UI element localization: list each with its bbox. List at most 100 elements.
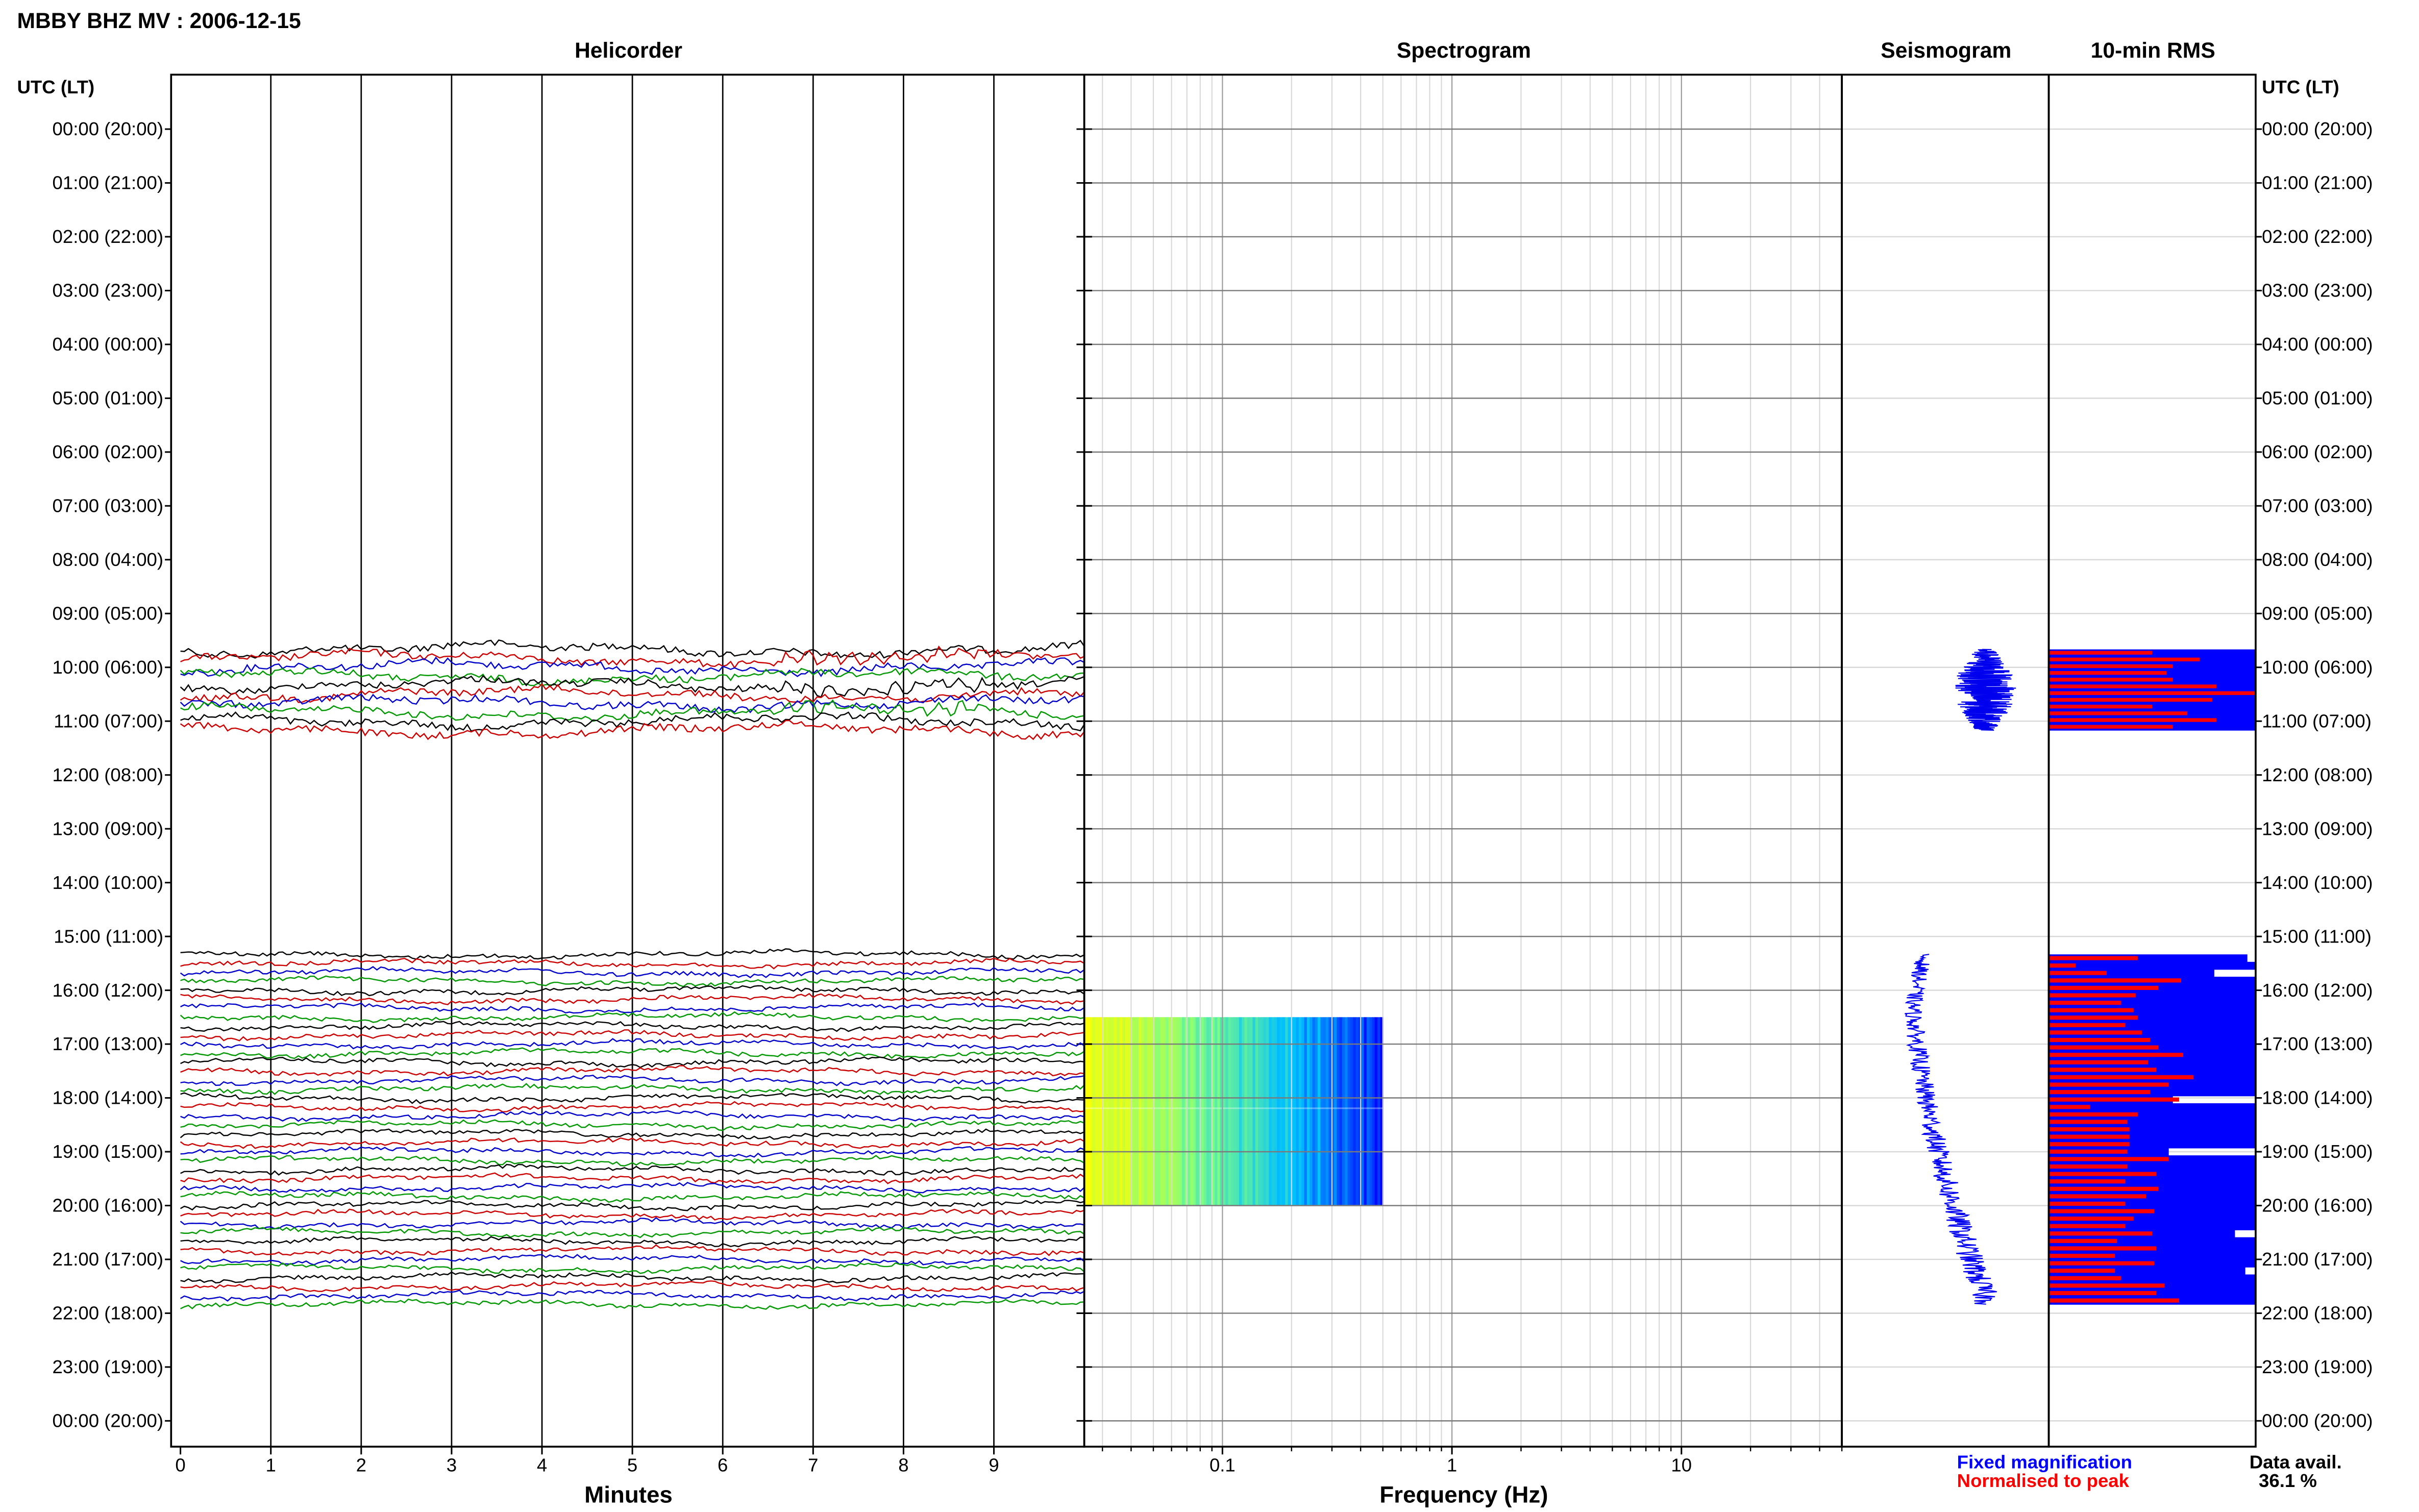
helicorder-trace — [180, 1280, 1084, 1292]
rms-normalised-bar — [2048, 985, 2159, 990]
rms-normalised-bar — [2048, 1269, 2115, 1273]
hour-label-left: 00:00 (20:00) — [53, 1410, 164, 1431]
spectrogram-cell — [1306, 1017, 1311, 1206]
helicorder-trace — [180, 1208, 1084, 1221]
hour-label-left: 05:00 (01:00) — [53, 388, 164, 409]
helicorder-panel — [180, 639, 1085, 1310]
spectrogram-cell — [1318, 1017, 1321, 1206]
spectrogram-cell — [1337, 1017, 1340, 1206]
spectrogram-cell — [1263, 1017, 1267, 1206]
rms-normalised-bar — [2048, 1090, 2151, 1095]
helicorder-x-tick-label: 2 — [356, 1455, 366, 1476]
hour-label-left: 22:00 (18:00) — [53, 1303, 164, 1324]
spectrogram-cell — [1347, 1017, 1351, 1206]
rms-fixed-bar — [2048, 1103, 2256, 1111]
spectrogram-cell — [1157, 1017, 1161, 1206]
spectrogram-cell — [1372, 1017, 1375, 1206]
rms-normalised-bar — [2048, 1000, 2121, 1005]
hour-label-right: 00:00 (20:00) — [2262, 118, 2373, 139]
rms-normalised-bar — [2048, 1224, 2126, 1228]
spectrogram-cell — [1220, 1017, 1224, 1206]
spectrogram-cell — [1353, 1017, 1356, 1206]
helicorder-x-tick-label: 1 — [266, 1455, 276, 1476]
spectrogram-cell — [1119, 1017, 1123, 1206]
spectrogram-cell — [1361, 1017, 1365, 1206]
hour-label-right: 10:00 (06:00) — [2262, 657, 2373, 678]
rms-normalised-bar — [2048, 1120, 2128, 1124]
rms-normalised-bar — [2048, 1276, 2121, 1280]
spectrogram-cell — [1345, 1017, 1348, 1206]
helicorder-x-tick-label: 6 — [718, 1455, 728, 1476]
spectrogram-cell — [1274, 1017, 1278, 1206]
rms-normalised-bar — [2048, 1015, 2138, 1020]
hour-label-right: 07:00 (03:00) — [2262, 495, 2373, 516]
rms-normalised-bar — [2048, 1023, 2126, 1027]
helicorder-trace — [180, 1235, 1084, 1248]
spectrogram-cell — [1193, 1017, 1196, 1206]
spectrogram-x-tick-label: 1 — [1447, 1455, 1457, 1476]
hour-label-left: 12:00 (08:00) — [53, 764, 164, 785]
helicorder-trace — [180, 1271, 1084, 1284]
legend-normalised-to-peak: Normalised to peak — [1957, 1470, 2130, 1491]
rms-normalised-bar — [2048, 664, 2173, 668]
helicorder-x-tick-label: 4 — [537, 1455, 547, 1476]
hour-labels: 00:00 (20:00) 00:00 (20:00) 01:00 (21:00) 0… — [53, 118, 2373, 1431]
spectrogram-cell — [1222, 1017, 1226, 1206]
helicorder-trace — [180, 675, 1085, 698]
spectrogram-cell — [1130, 1017, 1134, 1206]
spectrogram-cell — [1106, 1017, 1109, 1206]
rms-title: 10-min RMS — [2091, 38, 2215, 63]
helicorder-trace — [180, 1217, 1084, 1230]
spectrogram-cell — [1320, 1017, 1324, 1206]
spectrogram-cell — [1195, 1017, 1199, 1206]
spectrogram-cell — [1282, 1017, 1286, 1206]
spectrogram-cell — [1271, 1017, 1275, 1206]
rms-normalised-bar — [2048, 657, 2200, 662]
spectrogram-cell — [1103, 1017, 1107, 1206]
helicorder-x-tick-label: 5 — [627, 1455, 637, 1476]
hour-label-left: 02:00 (22:00) — [53, 226, 164, 247]
helicorder-x-tick-label: 3 — [447, 1455, 457, 1476]
spectrogram-cell — [1374, 1017, 1378, 1206]
rms-normalised-bar — [2048, 1291, 2157, 1296]
hour-label-right: 11:00 (07:00) — [2262, 710, 2372, 731]
seismogram-trace — [1955, 649, 2016, 731]
spectrogram-cell — [1108, 1017, 1113, 1206]
helicorder-trace — [180, 1172, 1085, 1184]
spectrogram-cell — [1149, 1017, 1153, 1206]
spectrogram-cell — [1315, 1017, 1319, 1206]
spectrogram-cell — [1174, 1017, 1177, 1206]
spectrogram-cell — [1236, 1017, 1240, 1206]
hour-label-right: 20:00 (16:00) — [2262, 1195, 2373, 1216]
spectrogram-cell — [1117, 1017, 1120, 1206]
spectrogram-cell — [1098, 1017, 1101, 1206]
helicorder-title: Helicorder — [575, 38, 682, 63]
rms-normalised-bar — [2048, 1060, 2149, 1064]
spectrogram-cell — [1138, 1017, 1142, 1206]
spectrogram-cell — [1290, 1017, 1294, 1206]
rms-normalised-bar — [2048, 1030, 2142, 1035]
helicorder-x-tick-label: 7 — [808, 1455, 818, 1476]
rms-normalised-bar — [2048, 678, 2173, 682]
hour-label-right: 19:00 (15:00) — [2262, 1141, 2373, 1162]
helicorder-trace — [180, 1110, 1084, 1122]
spectrogram-cell — [1214, 1017, 1218, 1206]
rms-normalised-bar — [2048, 1194, 2146, 1199]
spectrogram-cell — [1350, 1017, 1354, 1206]
helicorder-x-tick-label: 0 — [175, 1455, 185, 1476]
spectrogram-cell — [1087, 1017, 1091, 1206]
hour-label-right: 09:00 (05:00) — [2262, 603, 2373, 624]
spectrogram-cell — [1225, 1017, 1229, 1206]
hour-label-right: 23:00 (19:00) — [2262, 1356, 2373, 1377]
spectrogram-cell — [1160, 1017, 1164, 1206]
spectrogram-cell — [1166, 1017, 1169, 1206]
right-axis-header: UTC (LT) — [2262, 77, 2339, 97]
left-axis-header: UTC (LT) — [17, 77, 95, 97]
rms-normalised-bar — [2048, 1142, 2130, 1147]
hour-label-right: 21:00 (17:00) — [2262, 1249, 2373, 1270]
x-axes: 0 1 2 3 4 5 6 7 8 9 0.1 1 10 — [175, 1446, 1843, 1476]
data-availability-value: 36.1 % — [2259, 1470, 2317, 1491]
spectrogram-cell — [1179, 1017, 1183, 1206]
spectrogram-cell — [1296, 1017, 1300, 1206]
